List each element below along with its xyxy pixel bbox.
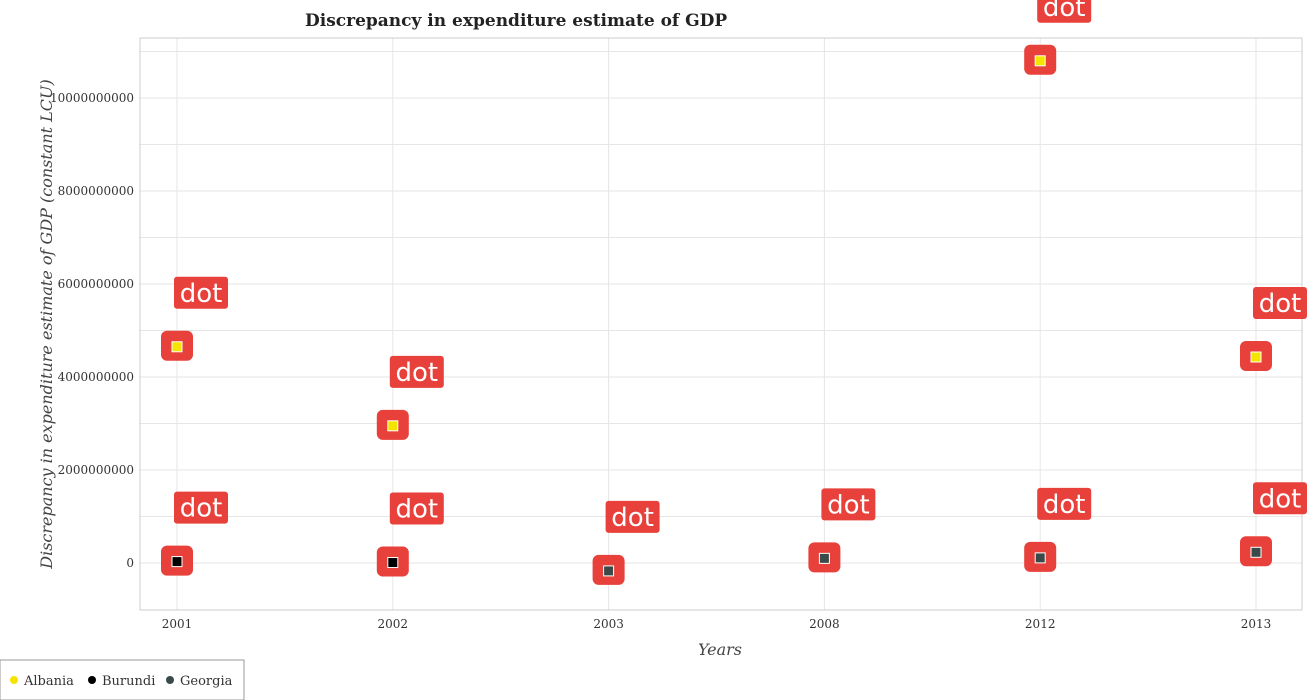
y-axis-ticks: 0 2000000000 4000000000 6000000000 800000000… — [50, 91, 134, 570]
point-label: dot — [180, 494, 223, 524]
x-tick-label: 2008 — [809, 617, 840, 631]
x-tick-label: 2013 — [1241, 617, 1272, 631]
x-tick-label: 2012 — [1025, 617, 1056, 631]
point-albania — [171, 341, 183, 353]
point-label-box — [1037, 0, 1092, 23]
legend-label-georgia: Georgia — [180, 674, 233, 689]
x-tick-label: 2001 — [162, 617, 193, 631]
point-label-box — [389, 492, 444, 525]
point-label-box — [174, 491, 228, 524]
y-tick-label: 4000000000 — [58, 370, 134, 384]
point-burundi — [387, 557, 399, 569]
point-label-box — [605, 500, 660, 533]
plot-frame — [139, 37, 1303, 611]
x-axis-label: Years — [698, 640, 742, 659]
point-label-box — [1253, 482, 1307, 515]
y-tick-label: 6000000000 — [58, 277, 134, 291]
point-label-box — [1037, 487, 1092, 520]
x-tick-label: 2002 — [378, 617, 409, 631]
x-tick-label: 2003 — [593, 617, 624, 631]
point-albania — [1034, 55, 1046, 67]
legend-marker-georgia — [166, 676, 174, 684]
y-tick-label: 8000000000 — [58, 184, 134, 198]
y-tick-label: 0 — [126, 556, 134, 570]
point-georgia — [1034, 552, 1046, 564]
data-marks: dot dot dot dot dot dot dot dot dot dot — [161, 0, 1307, 585]
y-axis-label: Discrepancy in expenditure estimate of G… — [37, 79, 56, 569]
point-albania — [387, 420, 399, 432]
point-label-box — [1253, 287, 1307, 320]
point-label: dot — [1043, 0, 1086, 23]
point-label-box — [389, 355, 444, 388]
legend-marker-burundi — [88, 676, 96, 684]
point-label: dot — [1259, 484, 1302, 514]
point-label-box — [174, 276, 228, 309]
x-axis-ticks: 2001 2002 2003 2008 2012 2013 — [162, 617, 1272, 631]
point-georgia — [818, 552, 830, 564]
point-albania — [1250, 351, 1262, 363]
legend-box — [0, 659, 245, 700]
legend-label-burundi: Burundi — [102, 674, 155, 689]
point-label: dot — [395, 358, 438, 388]
point-label: dot — [1043, 490, 1086, 520]
chart-title: Discrepancy in expenditure estimate of G… — [305, 11, 727, 31]
y-tick-label: 2000000000 — [58, 463, 134, 477]
point-label: dot — [827, 490, 870, 520]
point-label-box — [821, 488, 876, 521]
y-tick-label: 10000000000 — [50, 91, 134, 105]
point-label: dot — [1259, 289, 1302, 319]
point-label: dot — [611, 503, 654, 533]
legend-label-albania: Albania — [23, 674, 74, 689]
point-georgia — [603, 565, 615, 577]
point-label: dot — [395, 495, 438, 525]
point-burundi — [171, 556, 183, 568]
grid-lines — [140, 38, 1302, 610]
point-label: dot — [180, 279, 223, 309]
point-georgia — [1250, 546, 1262, 558]
legend: Albania Burundi Georgia — [0, 659, 245, 700]
legend-marker-albania — [10, 676, 18, 684]
